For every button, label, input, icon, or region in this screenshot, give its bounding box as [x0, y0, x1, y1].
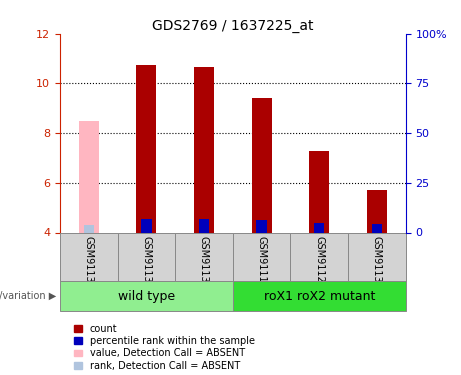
- Text: roX1 roX2 mutant: roX1 roX2 mutant: [264, 290, 375, 303]
- Bar: [118, 232, 175, 281]
- Bar: [141, 219, 152, 232]
- Bar: [233, 232, 290, 281]
- Text: genotype/variation ▶: genotype/variation ▶: [0, 291, 56, 301]
- Bar: [60, 281, 233, 311]
- Bar: [83, 225, 94, 232]
- Bar: [367, 190, 387, 232]
- Bar: [372, 224, 382, 232]
- Legend: count, percentile rank within the sample, value, Detection Call = ABSENT, rank, : count, percentile rank within the sample…: [74, 324, 254, 371]
- Bar: [136, 65, 156, 232]
- Bar: [194, 67, 214, 232]
- Text: GSM91135: GSM91135: [142, 236, 151, 289]
- Bar: [314, 223, 325, 232]
- Bar: [175, 232, 233, 281]
- Bar: [79, 121, 99, 232]
- Bar: [256, 220, 267, 232]
- Text: GSM91138: GSM91138: [199, 236, 209, 289]
- Text: wild type: wild type: [118, 290, 175, 303]
- Title: GDS2769 / 1637225_at: GDS2769 / 1637225_at: [152, 19, 313, 33]
- Text: GSM91119: GSM91119: [257, 236, 266, 289]
- Bar: [348, 232, 406, 281]
- Bar: [309, 150, 329, 232]
- Text: GSM91121: GSM91121: [314, 236, 324, 289]
- Text: GSM91131: GSM91131: [372, 236, 382, 289]
- Text: GSM91133: GSM91133: [84, 236, 94, 289]
- Bar: [233, 281, 406, 311]
- Bar: [60, 232, 118, 281]
- Bar: [199, 219, 209, 232]
- Bar: [252, 98, 272, 232]
- Bar: [290, 232, 348, 281]
